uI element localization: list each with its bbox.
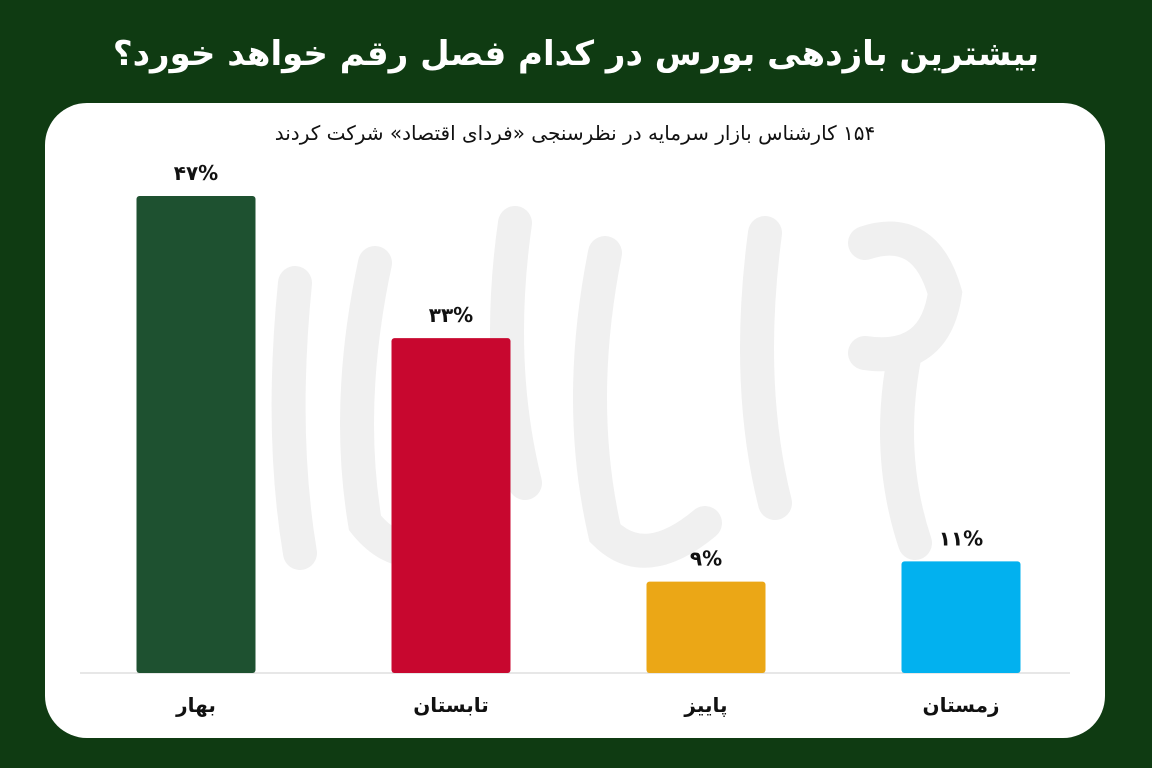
data-label: ۱۱% (939, 526, 983, 550)
bar-chart: ۴۷% بهار ۳۳% تابستان ۹% پاییز ۱۱% زمستان (80, 161, 1070, 718)
bar-3 (646, 581, 766, 673)
bar-4 (901, 561, 1021, 673)
data-label: ۳۳% (429, 303, 473, 327)
category-label: پاییز (683, 693, 727, 718)
data-label: ۴۷% (174, 161, 218, 185)
chart-card: ۱۵۴ کارشناس بازار سرمایه در نظرسنجی «فرد… (45, 103, 1105, 738)
category-label: زمستان (923, 693, 1000, 717)
chart-title: بیشترین بازدهی بورس در کدام فصل رقم خواه… (112, 34, 1040, 74)
bar-1 (136, 196, 256, 673)
category-label: تابستان (413, 693, 489, 717)
chart-subtitle: ۱۵۴ کارشناس بازار سرمایه در نظرسنجی «فرد… (274, 121, 876, 145)
bar-2 (391, 338, 511, 673)
category-label: بهار (175, 693, 216, 717)
data-label: ۹% (690, 547, 722, 571)
